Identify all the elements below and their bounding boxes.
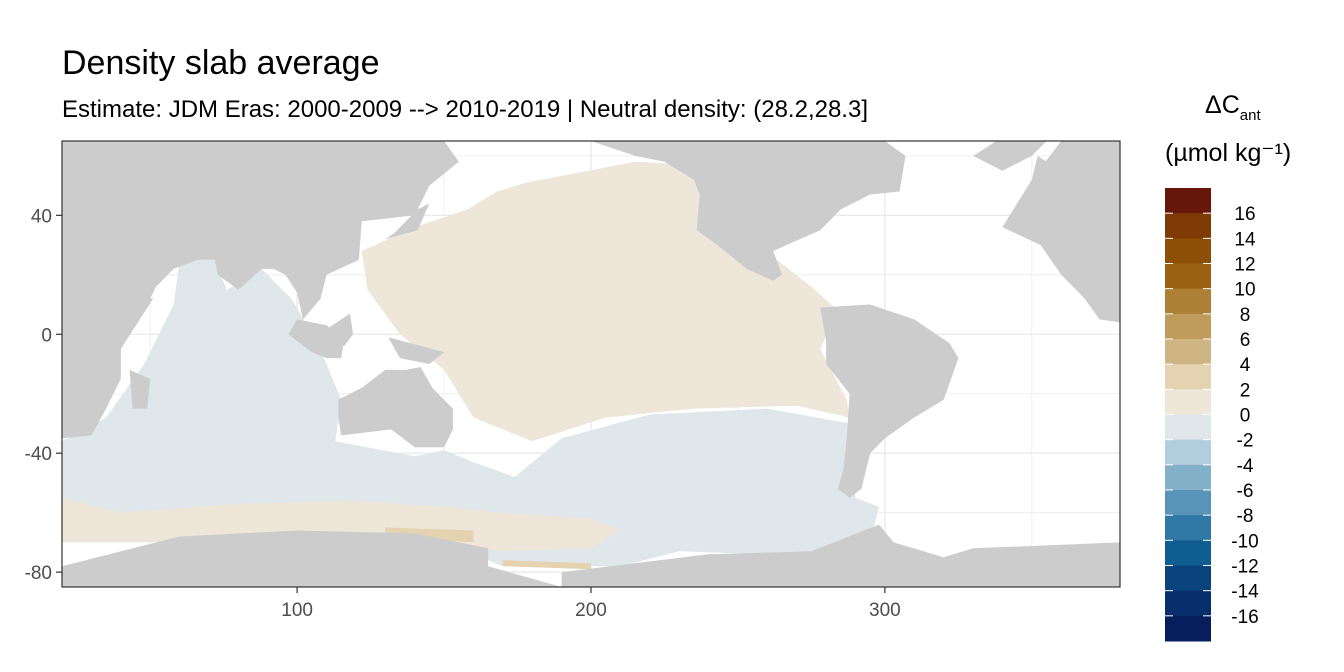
y-tick-label: 0 (41, 325, 52, 346)
x-tick-label: 100 (281, 600, 313, 621)
y-tick-label: -80 (25, 563, 52, 584)
legend-title: ΔCant (1205, 91, 1261, 124)
legend-swatch (1165, 238, 1211, 264)
legend: ΔCant (µmol kg⁻¹) 16 14 12 10 8 6 4 2 0 -2 -4 -6 -8 -… (1165, 91, 1291, 642)
legend-tick-label: -4 (1237, 456, 1254, 477)
land-mass (62, 530, 562, 587)
land-mass (561, 524, 1120, 587)
legend-tick-label: 2 (1240, 380, 1251, 401)
legend-swatch (1165, 464, 1211, 491)
chart-title: Density slab average (62, 44, 380, 82)
legend-swatch (1165, 565, 1211, 592)
y-axis: 40 0 -40 -80 (25, 206, 62, 584)
legend-colorbar (1165, 188, 1211, 642)
map-panel (61, 140, 1121, 588)
legend-labels: 16 14 12 10 8 6 4 2 0 -2 -4 -6 -8 -10 -12 -14 -16 (1165, 204, 1259, 628)
legend-tick-label: 16 (1234, 204, 1255, 225)
x-tick-label: 300 (869, 600, 901, 621)
land-mass (1031, 155, 1047, 180)
land-mass (708, 141, 841, 192)
legend-swatch (1165, 339, 1211, 365)
legend-swatch (1165, 590, 1211, 617)
land-mass (385, 203, 430, 240)
legend-swatch (1165, 313, 1211, 340)
legend-tick-label: 8 (1240, 305, 1251, 326)
land-mass (388, 337, 445, 364)
legend-swatch (1165, 389, 1211, 415)
data-region (385, 527, 474, 543)
land-mass (62, 141, 174, 439)
legend-tick-label: -2 (1237, 431, 1254, 452)
legend-units: (µmol kg⁻¹) (1165, 139, 1291, 167)
legend-title-subscript: ant (1240, 107, 1262, 124)
legend-tick-label: -16 (1231, 607, 1258, 628)
legend-swatch (1165, 414, 1211, 441)
legend-tick-label: 0 (1240, 406, 1251, 427)
land-masses (62, 141, 1120, 587)
x-tick-label: 200 (575, 600, 607, 621)
land-mass (338, 367, 453, 448)
legend-swatch (1165, 263, 1211, 290)
legend-tick-label: 4 (1240, 355, 1251, 376)
legend-swatch (1165, 188, 1211, 214)
land-mass (129, 369, 151, 409)
legend-tick-label: -12 (1231, 557, 1258, 578)
legend-swatch (1165, 490, 1211, 516)
legend-swatch (1165, 288, 1211, 315)
legend-tick-label: 10 (1234, 280, 1255, 301)
legend-title-main: ΔC (1205, 91, 1240, 119)
land-mass (591, 141, 906, 281)
legend-tick-label: -14 (1231, 582, 1259, 603)
land-mass (973, 141, 1047, 171)
legend-tick-label: -8 (1237, 506, 1254, 527)
legend-swatch (1165, 515, 1211, 541)
data-region (502, 560, 591, 570)
y-tick-label: -40 (25, 444, 52, 465)
y-tick-label: 40 (31, 206, 52, 227)
legend-tick-label: 12 (1234, 255, 1255, 276)
data-region (62, 259, 879, 567)
x-axis: 100 200 300 (281, 587, 901, 621)
chart-subtitle: Estimate: JDM Eras: 2000-2009 --> 2010-2… (62, 96, 868, 123)
land-mass (1002, 141, 1120, 323)
legend-tick-label: 6 (1240, 330, 1251, 351)
legend-tick-label: 14 (1234, 229, 1256, 250)
legend-swatch (1165, 213, 1211, 239)
legend-tick-label: -6 (1237, 481, 1254, 502)
land-mass (62, 141, 459, 439)
legend-swatch (1165, 615, 1211, 642)
land-mass (820, 304, 959, 498)
legend-swatch (1165, 439, 1211, 466)
legend-swatch (1165, 364, 1211, 390)
land-mass (323, 313, 353, 347)
legend-swatch (1165, 540, 1211, 566)
legend-tick-label: -10 (1231, 531, 1258, 552)
